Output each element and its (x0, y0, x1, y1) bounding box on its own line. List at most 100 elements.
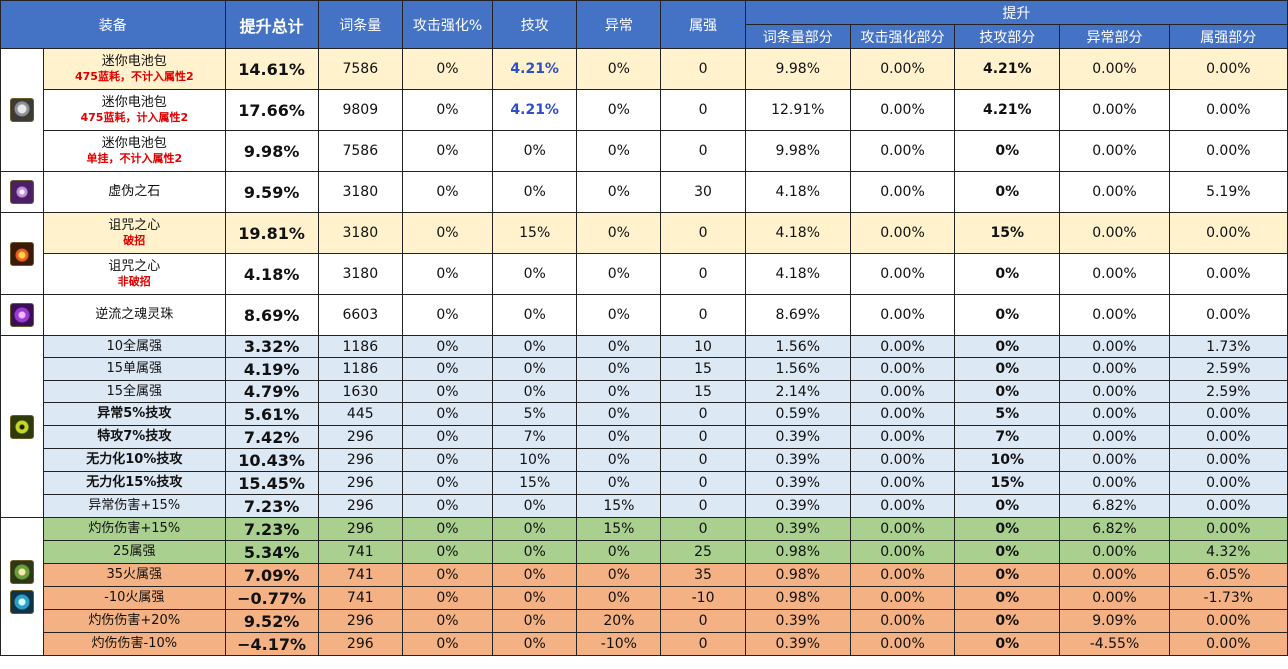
affix-cell: 296 (317, 425, 403, 449)
element-cell: 30 (660, 171, 746, 213)
affix-cell: 7586 (317, 48, 403, 90)
affix-cell: 1630 (317, 380, 403, 403)
atk-part-cell: 0.00% (849, 335, 956, 358)
total-boost-cell: 4.79% (224, 380, 319, 403)
affix-part-cell: 0.39% (744, 494, 851, 518)
table-row: 迷你电池包 单挂，不计入属性2 9.98% 7586 0% 0% 0% 0 9.98% 0.00%… (0, 130, 1288, 172)
skill-part-cell: 0% (954, 253, 1061, 295)
status-cell: 0% (576, 448, 662, 472)
skill-cell: 10% (492, 448, 578, 472)
affix-part-cell: 4.18% (744, 171, 851, 213)
equipment-name-cell: 灼伤伤害+15% (43, 517, 226, 541)
total-boost-cell: 14.61% (224, 48, 319, 90)
element-part-cell: 0.00% (1168, 494, 1288, 518)
skill-part-cell: 0% (954, 380, 1061, 403)
equipment-name: 灼伤伤害+20% (88, 613, 181, 628)
skill-cell: 5% (492, 402, 578, 426)
skill-part-cell: 0% (954, 540, 1061, 564)
atk-cell: 0% (401, 540, 494, 564)
total-boost-cell: 10.43% (224, 448, 319, 472)
affix-part-cell: 1.56% (744, 357, 851, 381)
skill-cell: 4.21% (492, 48, 578, 90)
status-cell: 20% (576, 609, 662, 633)
status-part-cell: 0.00% (1059, 89, 1170, 131)
skill-part-cell: 0% (954, 494, 1061, 518)
status-cell: 0% (576, 471, 662, 495)
equipment-name: -10火属强 (104, 590, 165, 605)
table-row: 10全属强 3.32% 1186 0% 0% 0% 10 1.56% 0.00% 0% 0.00% 1… (0, 335, 1288, 518)
equipment-name-cell: 35火属强 (43, 563, 226, 587)
equipment-name: 灼伤伤害+15% (88, 521, 181, 536)
atk-cell: 0% (401, 335, 494, 358)
total-boost-cell: 15.45% (224, 471, 319, 495)
table-row: 特攻7%技攻 7.42% 296 0% 7% 0% 0 0.39% 0.00% 7% 0.00% 0.… (0, 425, 1288, 449)
element-cell: 10 (660, 335, 746, 358)
element-part-cell: 1.73% (1168, 335, 1288, 358)
skill-part-cell: 5% (954, 402, 1061, 426)
element-cell: 0 (660, 253, 746, 295)
total-boost-cell: 9.59% (224, 171, 319, 213)
affix-cell: 9809 (317, 89, 403, 131)
table-row: 灼伤伤害+15% 7.23% 296 0% 0% 15% 0 0.39% 0.00% 0% 6.82… (0, 517, 1288, 656)
atk-part-cell: 0.00% (849, 130, 956, 172)
affix-part-cell: 9.98% (744, 130, 851, 172)
skill-part-cell: 0% (954, 357, 1061, 381)
affix-part-cell: 0.39% (744, 632, 851, 656)
element-cell: 35 (660, 563, 746, 587)
status-part-cell: 0.00% (1059, 294, 1170, 336)
equipment-name-cell: 15单属强 (43, 357, 226, 381)
cursed-heart-icon (10, 241, 35, 266)
total-boost-cell: 19.81% (224, 212, 319, 254)
element-part-cell: 2.59% (1168, 357, 1288, 381)
atk-part-cell: 0.00% (849, 586, 956, 610)
atk-part-cell: 0.00% (849, 494, 956, 518)
affix-cell: 741 (317, 540, 403, 564)
equipment-name: 15单属强 (106, 361, 163, 376)
atk-part-cell: 0.00% (849, 425, 956, 449)
status-cell: 15% (576, 494, 662, 518)
atk-part-cell: 0.00% (849, 448, 956, 472)
element-cell: -10 (660, 586, 746, 610)
element-part-cell: 6.05% (1168, 563, 1288, 587)
element-part-cell: 0.00% (1168, 609, 1288, 633)
element-part-cell: 0.00% (1168, 425, 1288, 449)
equipment-name-cell: 迷你电池包 单挂，不计入属性2 (43, 130, 226, 172)
element-part-cell: 0.00% (1168, 89, 1288, 131)
atk-cell: 0% (401, 425, 494, 449)
skill-cell: 0% (492, 563, 578, 587)
equipment-name-cell: 逆流之魂灵珠 (43, 294, 226, 336)
affix-part-cell: 0.98% (744, 563, 851, 587)
status-part-cell: 6.82% (1059, 494, 1170, 518)
skill-cell: 0% (492, 335, 578, 358)
status-part-cell: 0.00% (1059, 448, 1170, 472)
total-boost-cell: 4.18% (224, 253, 319, 295)
table-row: 迷你电池包 475蓝耗，不计入属性2 14.61% 7586 0% 4.21% 0% 0 9.9… (0, 48, 1288, 172)
table-row: 无力化10%技攻 10.43% 296 0% 10% 0% 0 0.39% 0.00% 10% 0.… (0, 448, 1288, 472)
atk-cell: 0% (401, 294, 494, 336)
equipment-name: 异常伤害+15% (88, 498, 181, 513)
affix-cell: 296 (317, 448, 403, 472)
affix-part-cell: 9.98% (744, 48, 851, 90)
element-cell: 0 (660, 609, 746, 633)
affix-part-cell: 0.98% (744, 586, 851, 610)
skill-cell: 0% (492, 540, 578, 564)
atk-part-cell: 0.00% (849, 563, 956, 587)
affix-part-cell: 0.98% (744, 540, 851, 564)
atk-cell: 0% (401, 517, 494, 541)
table-row: 25属强 5.34% 741 0% 0% 0% 25 0.98% 0.00% 0% 0.00% 4.3… (0, 540, 1288, 564)
skill-part-cell: 4.21% (954, 48, 1061, 90)
equipment-icon-cell (0, 48, 45, 172)
atk-part-cell: 0.00% (849, 540, 956, 564)
equipment-name: 逆流之魂灵珠 (95, 307, 174, 322)
affix-part-cell: 0.39% (744, 425, 851, 449)
element-cell: 0 (660, 517, 746, 541)
skill-part-cell: 0% (954, 294, 1061, 336)
total-boost-cell: 17.66% (224, 89, 319, 131)
element-cell: 0 (660, 471, 746, 495)
header-equipment: 装备 (0, 0, 226, 49)
status-cell: 0% (576, 586, 662, 610)
affix-cell: 296 (317, 609, 403, 633)
affix-cell: 7586 (317, 130, 403, 172)
skill-part-cell: 15% (954, 471, 1061, 495)
equipment-name-cell: 10全属强 (43, 335, 226, 358)
